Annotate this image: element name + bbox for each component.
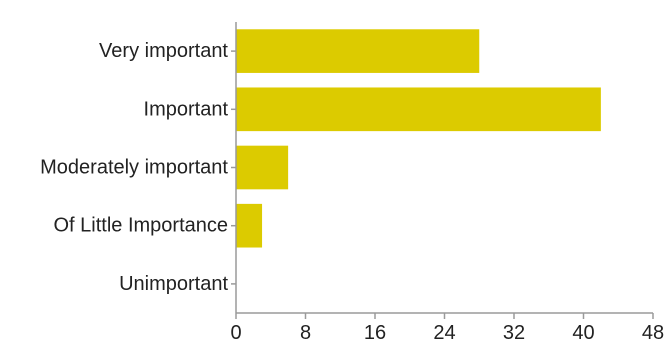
category-label: Unimportant bbox=[119, 273, 228, 295]
x-tick-label: 8 bbox=[300, 322, 311, 341]
x-tick-label: 16 bbox=[364, 322, 386, 341]
bar-very-important bbox=[236, 29, 480, 73]
bar-of-little-importance bbox=[236, 203, 263, 248]
bars-group bbox=[236, 29, 601, 248]
x-axis: 0 8 16 24 32 40 48 bbox=[230, 312, 664, 344]
x-tick-label: 24 bbox=[433, 322, 455, 341]
x-tick-label: 40 bbox=[572, 322, 594, 341]
x-tick-label: 0 bbox=[230, 322, 241, 341]
x-labels-group: 0 8 16 24 32 40 48 bbox=[230, 322, 664, 344]
bar-important bbox=[236, 87, 601, 132]
category-label: Very important bbox=[99, 40, 228, 62]
category-label: Important bbox=[144, 98, 229, 120]
category-label: Of Little Importance bbox=[53, 215, 228, 237]
category-label: Moderately important bbox=[40, 157, 228, 179]
x-tick-label: 48 bbox=[642, 322, 664, 341]
bar-moderately-important bbox=[236, 145, 289, 190]
x-tick-label: 32 bbox=[503, 322, 525, 341]
y-axis: Very important Important Moderately import… bbox=[40, 22, 237, 313]
x-ticks-group bbox=[235, 313, 654, 319]
y-labels-group: Very important Important Moderately import… bbox=[40, 40, 228, 295]
y-ticks-group bbox=[231, 50, 236, 285]
